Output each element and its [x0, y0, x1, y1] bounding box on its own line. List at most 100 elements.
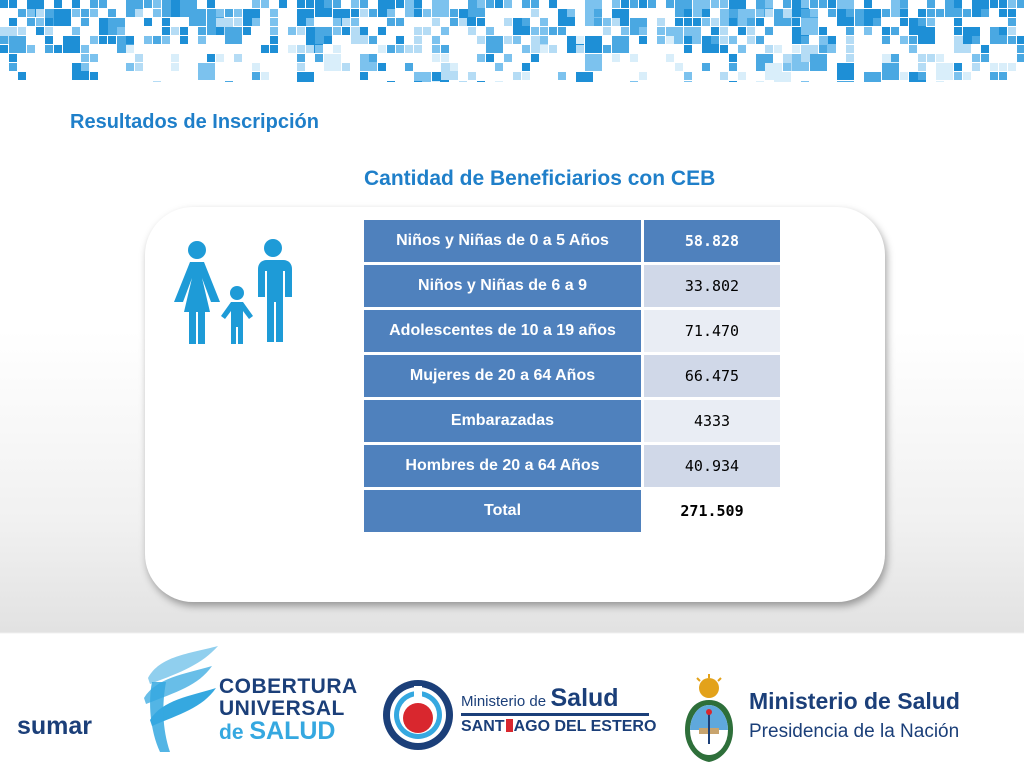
banner-pixel	[720, 45, 728, 53]
banner-pixel	[756, 18, 764, 26]
banner-pixel	[891, 54, 899, 62]
banner-pixel	[387, 9, 395, 17]
banner-pixel	[612, 36, 629, 53]
banner-pixel	[198, 63, 215, 80]
banner-pixel	[198, 36, 206, 44]
banner-pixel	[738, 0, 746, 8]
banner-pixel	[801, 36, 809, 44]
banner-pixel	[738, 27, 746, 35]
banner-pixel	[153, 9, 161, 17]
table-row: Hombres de 20 a 64 Años 40.934	[364, 445, 780, 490]
banner-pixel	[387, 18, 395, 26]
banner-pixel	[522, 0, 530, 8]
banner-pixel	[27, 9, 35, 17]
banner-pixel	[252, 0, 260, 8]
banner-pixel	[603, 45, 611, 53]
banner-pixel	[324, 27, 332, 35]
banner-pixel	[369, 36, 377, 44]
cobertura-salud: SALUD	[249, 717, 336, 745]
banner-pixel	[1017, 45, 1024, 53]
banner-pixel	[198, 27, 206, 35]
santiago-sub-right: AGO DEL ESTERO	[513, 718, 657, 735]
banner-pixel	[72, 0, 80, 8]
banner-pixel	[81, 18, 89, 26]
banner-pixel	[648, 0, 656, 8]
banner-pixel	[954, 63, 962, 71]
banner-pixel	[306, 0, 314, 8]
banner-pixel	[585, 54, 602, 71]
banner-pixel	[729, 36, 737, 44]
row-label: Niños y Niñas de 0 a 5 Años	[364, 220, 644, 265]
banner-pixel	[306, 45, 314, 53]
banner-pixel	[414, 72, 431, 82]
banner-pixel	[378, 27, 386, 35]
banner-pixel	[558, 72, 566, 80]
banner-pixel	[270, 45, 278, 53]
banner-pixel	[441, 54, 449, 62]
banner-pixel	[540, 18, 548, 26]
table-row: Mujeres de 20 a 64 Años 66.475	[364, 355, 780, 400]
banner-pixel	[531, 0, 539, 8]
banner-pixel	[702, 18, 710, 26]
banner-pixel	[333, 63, 341, 71]
banner-pixel	[81, 54, 89, 62]
banner-pixel	[657, 27, 665, 35]
banner-pixel	[774, 72, 791, 82]
banner-pixel	[396, 36, 404, 44]
banner-pixel	[900, 72, 908, 80]
banner-pixel	[783, 0, 791, 8]
banner-pixel	[1008, 27, 1016, 35]
table-row: Niños y Niñas de 0 a 5 Años 58.828	[364, 220, 780, 265]
banner-pixel	[909, 45, 917, 53]
banner-pixel	[261, 72, 269, 80]
banner-pixel	[927, 9, 935, 17]
banner-pixel	[153, 0, 161, 8]
banner-pixel	[351, 0, 359, 8]
banner-pixel	[918, 18, 926, 26]
banner-pixel	[1017, 0, 1024, 8]
banner-pixel	[477, 36, 485, 44]
banner-pixel	[630, 54, 638, 62]
page-title: Resultados de Inscripción	[70, 111, 319, 133]
banner-pixel	[603, 18, 611, 26]
banner-pixel	[369, 54, 377, 62]
banner-pixel	[207, 54, 215, 62]
banner-pixel	[927, 18, 935, 26]
banner-pixel	[576, 45, 584, 53]
banner-pixel	[702, 45, 710, 53]
banner-pixel	[108, 9, 116, 17]
row-value: 58.828	[644, 220, 780, 265]
banner-pixel	[171, 63, 179, 71]
banner-pixel	[936, 9, 944, 17]
banner-pixel	[36, 27, 44, 35]
banner-pixel	[504, 54, 512, 62]
banner-pixel	[135, 63, 143, 71]
banner-pixel	[540, 36, 548, 44]
banner-pixel	[873, 18, 881, 26]
banner-pixel	[279, 0, 287, 8]
banner-pixel	[414, 9, 422, 17]
banner-pixel	[432, 72, 449, 82]
banner-pixel	[756, 36, 764, 44]
banner-pixel	[270, 18, 278, 26]
banner-pixel	[54, 45, 62, 53]
banner-pixel	[468, 72, 476, 80]
banner-pixel	[504, 36, 512, 44]
banner-pixel	[126, 63, 134, 71]
banner-pixel	[1017, 36, 1024, 44]
banner-pixel	[414, 36, 422, 44]
banner-pixel	[999, 9, 1007, 17]
banner-pixel	[414, 45, 422, 53]
banner-pixel	[423, 9, 431, 17]
banner-pixel	[684, 45, 692, 53]
banner-pixel	[846, 9, 854, 17]
banner-pixel	[684, 18, 692, 26]
banner-pixel	[144, 0, 152, 8]
banner-pixel	[153, 36, 161, 44]
banner-pixel	[612, 0, 620, 8]
banner-pixel	[738, 72, 746, 80]
banner-pixel	[9, 0, 17, 8]
banner-pixel	[432, 81, 440, 82]
banner-pixel	[342, 63, 350, 71]
banner-pixel	[666, 0, 674, 8]
